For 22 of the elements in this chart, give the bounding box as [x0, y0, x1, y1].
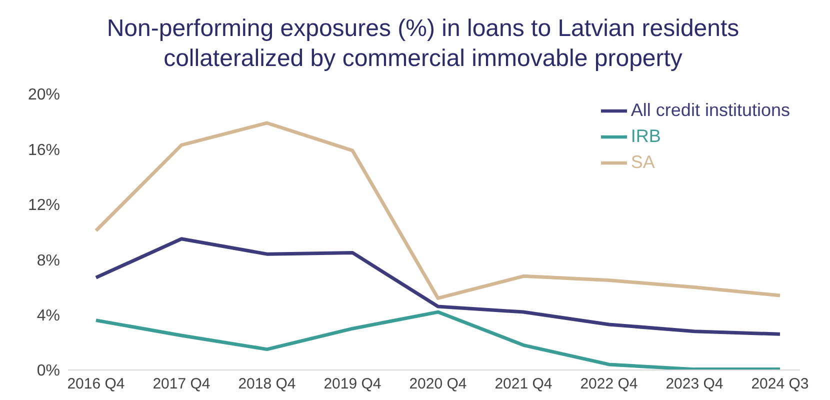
y-tick-label: 12% — [28, 197, 60, 214]
chart-title: Non-performing exposures (%) in loans to Latvian residents collateralized by commercial immovable property — [106, 14, 740, 74]
legend-label: All credit institutions — [630, 100, 790, 120]
x-tick-label: 2019 Q4 — [324, 376, 382, 393]
line-series — [94, 310, 782, 370]
y-tick-label: 4% — [36, 307, 60, 324]
x-tick-label: 2018 Q4 — [238, 376, 296, 393]
x-tick-label: 2016 Q4 — [67, 376, 125, 393]
x-tick-label: 2017 Q4 — [152, 376, 210, 393]
x-tick-label: 2021 Q4 — [494, 376, 552, 393]
x-tick-label: 2022 Q4 — [580, 376, 638, 393]
x-tick-label: 2024 Q3 — [751, 376, 809, 393]
line-series — [94, 237, 782, 336]
y-tick-label: 0% — [36, 362, 60, 380]
line-series — [94, 121, 782, 300]
legend-label: IRB — [630, 126, 661, 146]
y-tick-label: 20% — [28, 86, 60, 104]
y-tick-label: 16% — [28, 142, 60, 159]
x-tick-label: 2023 Q4 — [666, 376, 724, 393]
legend-label: SA — [630, 152, 655, 172]
y-tick-label: 8% — [36, 252, 60, 270]
x-tick-label: 2020 Q4 — [409, 376, 467, 393]
